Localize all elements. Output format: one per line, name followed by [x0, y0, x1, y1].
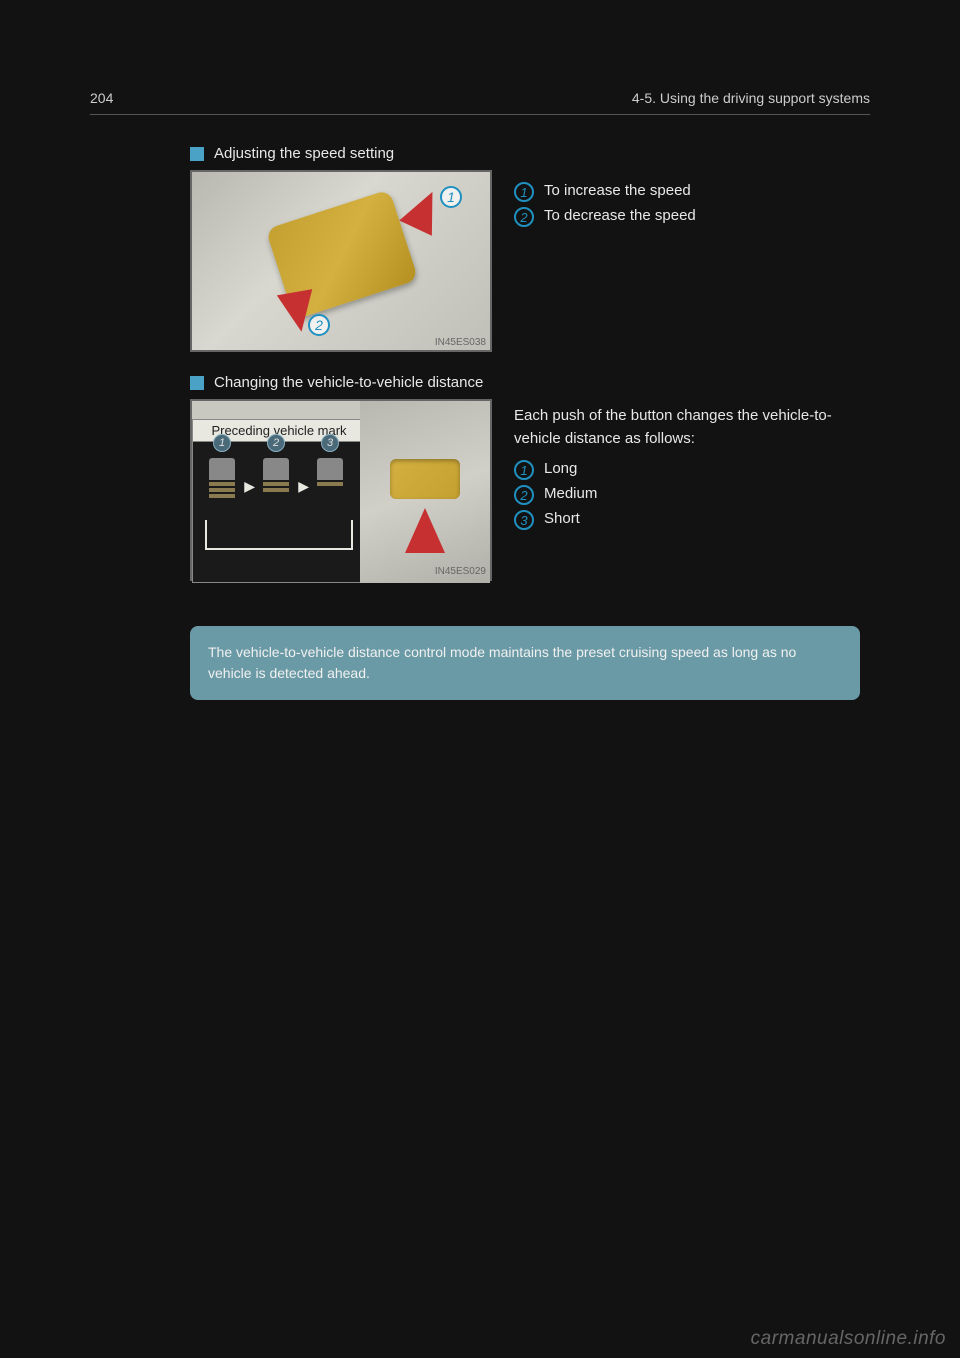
flow-arrow-icon: ▶ — [298, 478, 309, 495]
distance-button-icon — [390, 459, 460, 499]
bullet-square-icon — [190, 376, 204, 390]
distance-bars-icon — [201, 482, 243, 498]
speed-options-list: 1 To increase the speed 2 To decrease th… — [514, 182, 696, 352]
circle-2-icon: 2 — [514, 207, 534, 227]
circle-2-icon: 2 — [514, 485, 534, 505]
list-item: 2 Medium — [514, 485, 870, 505]
distance-description-block: Each push of the button changes the vehi… — [492, 399, 870, 581]
info-text: The vehicle-to-vehicle distance control … — [208, 644, 796, 681]
page-content: 204 4-5. Using the driving support syste… — [0, 0, 960, 700]
section-title-speed: Adjusting the speed setting — [214, 145, 394, 162]
section-heading-speed: Adjusting the speed setting — [190, 145, 870, 162]
badge-3-icon: 3 — [321, 434, 339, 452]
option-decrease-speed: To decrease the speed — [544, 207, 696, 224]
list-item: 3 Short — [514, 510, 870, 530]
circle-3-icon: 3 — [514, 510, 534, 530]
header-divider — [90, 114, 870, 115]
badge-2-icon: 2 — [267, 434, 285, 452]
car-icon — [209, 458, 235, 480]
option-increase-speed: To increase the speed — [544, 182, 691, 199]
bullet-square-icon — [190, 147, 204, 161]
vehicle-mark-short: 3 — [309, 458, 351, 518]
press-arrow-icon — [405, 508, 445, 553]
figure-id-label: IN45ES038 — [435, 337, 486, 348]
cycle-arrow-icon — [205, 520, 353, 550]
option-medium: Medium — [544, 485, 597, 502]
option-short: Short — [544, 510, 580, 527]
vehicle-marks-group: 1 ▶ 2 ▶ — [201, 458, 351, 518]
list-item: 2 To decrease the speed — [514, 207, 696, 227]
figure-distance-button: Preceding vehicle mark 1 ▶ 2 — [190, 399, 492, 581]
option-long: Long — [544, 460, 577, 477]
distance-display-panel: Preceding vehicle mark 1 ▶ 2 — [192, 419, 364, 583]
circle-1-icon: 1 — [514, 182, 534, 202]
figure-id-label: IN45ES029 — [435, 566, 486, 577]
button-panel — [360, 401, 490, 583]
vehicle-mark-long: 1 ▶ — [201, 458, 243, 518]
section-title-distance: Changing the vehicle-to-vehicle distance — [214, 374, 483, 391]
page-header: 204 4-5. Using the driving support syste… — [90, 90, 870, 106]
content-row-distance: Preceding vehicle mark 1 ▶ 2 — [190, 399, 870, 581]
info-callout-box: The vehicle-to-vehicle distance control … — [190, 626, 860, 700]
distance-options-list: 1 Long 2 Medium 3 Short — [514, 460, 870, 530]
list-item: 1 To increase the speed — [514, 182, 696, 202]
distance-description: Each push of the button changes the vehi… — [514, 405, 870, 450]
figure-speed-lever: 1 2 IN45ES038 — [190, 170, 492, 352]
section-reference: 4-5. Using the driving support systems — [632, 90, 870, 106]
list-item: 1 Long — [514, 460, 870, 480]
vehicle-mark-medium: 2 ▶ — [255, 458, 297, 518]
badge-1-icon: 1 — [213, 434, 231, 452]
callout-2-icon: 2 — [308, 314, 330, 336]
page-number: 204 — [90, 90, 113, 106]
watermark: carmanualsonline.info — [751, 1328, 946, 1350]
section-heading-distance: Changing the vehicle-to-vehicle distance — [190, 374, 870, 391]
distance-bars-icon — [255, 482, 297, 492]
flow-arrow-icon: ▶ — [244, 478, 255, 495]
car-icon — [263, 458, 289, 480]
callout-1-icon: 1 — [440, 186, 462, 208]
distance-bars-icon — [309, 482, 351, 486]
circle-1-icon: 1 — [514, 460, 534, 480]
content-row-speed: 1 2 IN45ES038 1 To increase the speed 2 … — [190, 170, 870, 352]
car-icon — [317, 458, 343, 480]
